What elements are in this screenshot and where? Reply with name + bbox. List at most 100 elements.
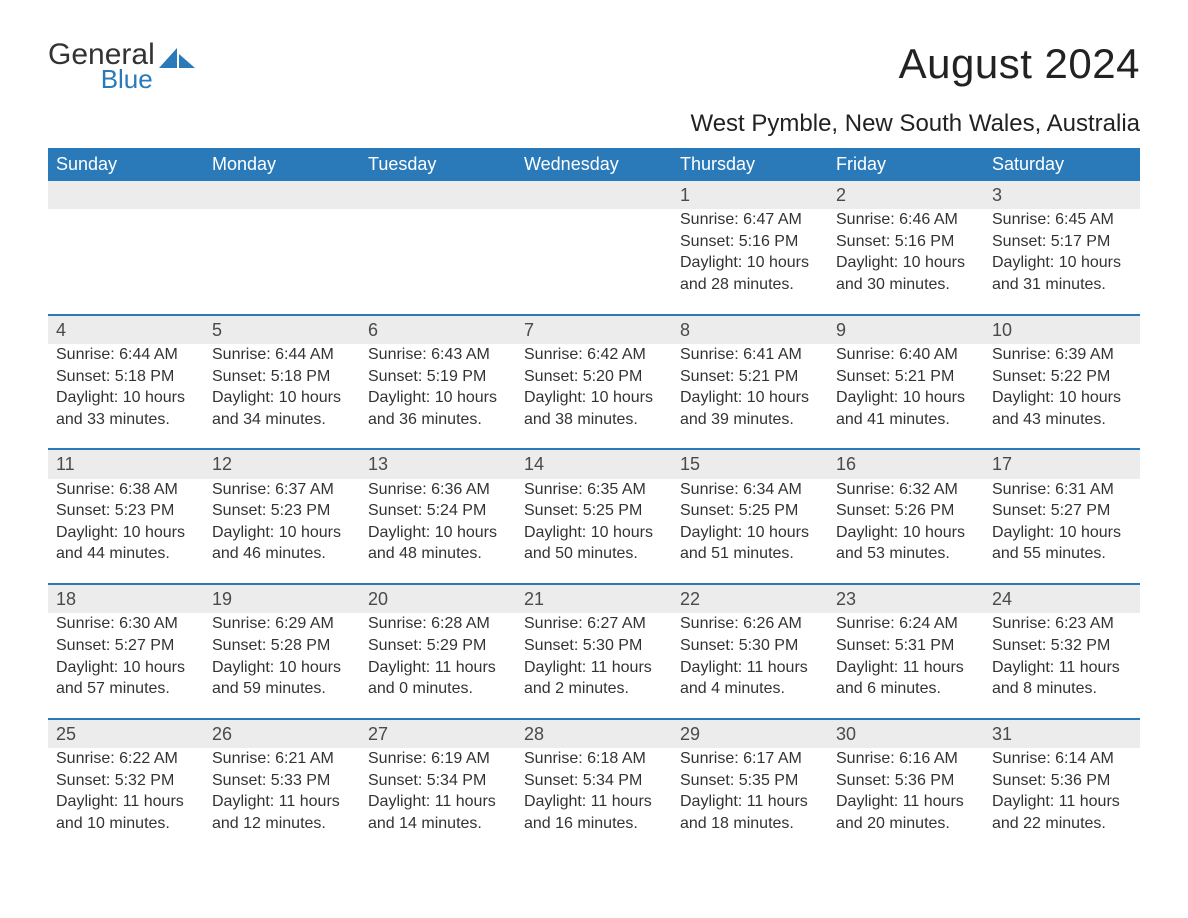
day-detail-cell: Sunrise: 6:23 AMSunset: 5:32 PMDaylight:… (984, 613, 1140, 718)
day-detail-cell: Sunrise: 6:24 AMSunset: 5:31 PMDaylight:… (828, 613, 984, 718)
daylight-text: Daylight: 11 hours and 4 minutes. (680, 657, 820, 700)
sunrise-text: Sunrise: 6:17 AM (680, 748, 820, 770)
day-detail-row: Sunrise: 6:47 AMSunset: 5:16 PMDaylight:… (48, 209, 1140, 314)
sunset-text: Sunset: 5:34 PM (368, 770, 508, 792)
calendar-body: 123Sunrise: 6:47 AMSunset: 5:16 PMDaylig… (48, 181, 1140, 852)
sunrise-text: Sunrise: 6:47 AM (680, 209, 820, 231)
sunrise-text: Sunrise: 6:34 AM (680, 479, 820, 501)
sunrise-text: Sunrise: 6:45 AM (992, 209, 1132, 231)
sunset-text: Sunset: 5:30 PM (680, 635, 820, 657)
day-number-row: 123 (48, 181, 1140, 209)
day-number-row: 18192021222324 (48, 584, 1140, 613)
sunset-text: Sunset: 5:27 PM (992, 500, 1132, 522)
day-detail-cell: Sunrise: 6:26 AMSunset: 5:30 PMDaylight:… (672, 613, 828, 718)
daylight-text: Daylight: 11 hours and 6 minutes. (836, 657, 976, 700)
daylight-text: Daylight: 11 hours and 2 minutes. (524, 657, 664, 700)
day-number-cell: 22 (672, 584, 828, 613)
sunrise-text: Sunrise: 6:32 AM (836, 479, 976, 501)
sunrise-text: Sunrise: 6:19 AM (368, 748, 508, 770)
sunrise-text: Sunrise: 6:14 AM (992, 748, 1132, 770)
weekday-header: Saturday (984, 148, 1140, 181)
day-detail-cell: Sunrise: 6:21 AMSunset: 5:33 PMDaylight:… (204, 748, 360, 852)
sunrise-text: Sunrise: 6:29 AM (212, 613, 352, 635)
daylight-text: Daylight: 10 hours and 30 minutes. (836, 252, 976, 295)
day-number-cell: 25 (48, 719, 204, 748)
calendar-header: Sunday Monday Tuesday Wednesday Thursday… (48, 148, 1140, 181)
weekday-header: Tuesday (360, 148, 516, 181)
sunrise-text: Sunrise: 6:37 AM (212, 479, 352, 501)
sunset-text: Sunset: 5:23 PM (56, 500, 196, 522)
day-detail-row: Sunrise: 6:30 AMSunset: 5:27 PMDaylight:… (48, 613, 1140, 718)
day-detail-cell: Sunrise: 6:32 AMSunset: 5:26 PMDaylight:… (828, 479, 984, 584)
day-number-cell: 16 (828, 449, 984, 478)
day-detail-cell (360, 209, 516, 314)
day-detail-row: Sunrise: 6:38 AMSunset: 5:23 PMDaylight:… (48, 479, 1140, 584)
day-number-cell: 11 (48, 449, 204, 478)
sunset-text: Sunset: 5:26 PM (836, 500, 976, 522)
day-detail-cell: Sunrise: 6:42 AMSunset: 5:20 PMDaylight:… (516, 344, 672, 449)
sunrise-text: Sunrise: 6:44 AM (56, 344, 196, 366)
calendar-table: Sunday Monday Tuesday Wednesday Thursday… (48, 148, 1140, 852)
day-detail-cell: Sunrise: 6:19 AMSunset: 5:34 PMDaylight:… (360, 748, 516, 852)
daylight-text: Daylight: 11 hours and 14 minutes. (368, 791, 508, 834)
day-detail-cell: Sunrise: 6:29 AMSunset: 5:28 PMDaylight:… (204, 613, 360, 718)
day-detail-cell: Sunrise: 6:46 AMSunset: 5:16 PMDaylight:… (828, 209, 984, 314)
sunrise-text: Sunrise: 6:26 AM (680, 613, 820, 635)
day-detail-cell: Sunrise: 6:18 AMSunset: 5:34 PMDaylight:… (516, 748, 672, 852)
sunrise-text: Sunrise: 6:44 AM (212, 344, 352, 366)
daylight-text: Daylight: 10 hours and 50 minutes. (524, 522, 664, 565)
sunset-text: Sunset: 5:27 PM (56, 635, 196, 657)
day-number-cell (360, 181, 516, 209)
daylight-text: Daylight: 10 hours and 46 minutes. (212, 522, 352, 565)
sunset-text: Sunset: 5:36 PM (992, 770, 1132, 792)
sunset-text: Sunset: 5:28 PM (212, 635, 352, 657)
weekday-header: Thursday (672, 148, 828, 181)
daylight-text: Daylight: 10 hours and 41 minutes. (836, 387, 976, 430)
brand-logo: General Blue (48, 40, 197, 92)
day-number-cell: 3 (984, 181, 1140, 209)
day-detail-row: Sunrise: 6:44 AMSunset: 5:18 PMDaylight:… (48, 344, 1140, 449)
page-title: August 2024 (899, 40, 1140, 88)
day-detail-cell: Sunrise: 6:44 AMSunset: 5:18 PMDaylight:… (48, 344, 204, 449)
sunrise-text: Sunrise: 6:31 AM (992, 479, 1132, 501)
day-number-row: 45678910 (48, 315, 1140, 344)
daylight-text: Daylight: 11 hours and 10 minutes. (56, 791, 196, 834)
day-number-cell: 15 (672, 449, 828, 478)
daylight-text: Daylight: 10 hours and 31 minutes. (992, 252, 1132, 295)
day-number-cell (48, 181, 204, 209)
day-number-cell: 8 (672, 315, 828, 344)
sunrise-text: Sunrise: 6:40 AM (836, 344, 976, 366)
day-number-cell: 26 (204, 719, 360, 748)
sunset-text: Sunset: 5:18 PM (212, 366, 352, 388)
title-block: August 2024 (899, 40, 1140, 88)
daylight-text: Daylight: 10 hours and 57 minutes. (56, 657, 196, 700)
day-number-cell: 19 (204, 584, 360, 613)
sunset-text: Sunset: 5:29 PM (368, 635, 508, 657)
day-detail-cell: Sunrise: 6:17 AMSunset: 5:35 PMDaylight:… (672, 748, 828, 852)
daylight-text: Daylight: 11 hours and 8 minutes. (992, 657, 1132, 700)
day-number-cell: 4 (48, 315, 204, 344)
sunset-text: Sunset: 5:33 PM (212, 770, 352, 792)
day-number-cell: 6 (360, 315, 516, 344)
sunset-text: Sunset: 5:25 PM (524, 500, 664, 522)
sunrise-text: Sunrise: 6:36 AM (368, 479, 508, 501)
day-number-cell: 12 (204, 449, 360, 478)
day-number-cell: 29 (672, 719, 828, 748)
day-detail-cell: Sunrise: 6:47 AMSunset: 5:16 PMDaylight:… (672, 209, 828, 314)
daylight-text: Daylight: 11 hours and 16 minutes. (524, 791, 664, 834)
sunrise-text: Sunrise: 6:28 AM (368, 613, 508, 635)
sunset-text: Sunset: 5:34 PM (524, 770, 664, 792)
weekday-header: Wednesday (516, 148, 672, 181)
daylight-text: Daylight: 10 hours and 34 minutes. (212, 387, 352, 430)
sunset-text: Sunset: 5:21 PM (680, 366, 820, 388)
location-label: West Pymble, New South Wales, Australia (48, 110, 1140, 138)
day-detail-cell: Sunrise: 6:14 AMSunset: 5:36 PMDaylight:… (984, 748, 1140, 852)
daylight-text: Daylight: 10 hours and 55 minutes. (992, 522, 1132, 565)
day-number-cell: 7 (516, 315, 672, 344)
daylight-text: Daylight: 10 hours and 39 minutes. (680, 387, 820, 430)
sunrise-text: Sunrise: 6:16 AM (836, 748, 976, 770)
daylight-text: Daylight: 10 hours and 53 minutes. (836, 522, 976, 565)
daylight-text: Daylight: 10 hours and 28 minutes. (680, 252, 820, 295)
day-detail-cell: Sunrise: 6:41 AMSunset: 5:21 PMDaylight:… (672, 344, 828, 449)
day-detail-cell (48, 209, 204, 314)
